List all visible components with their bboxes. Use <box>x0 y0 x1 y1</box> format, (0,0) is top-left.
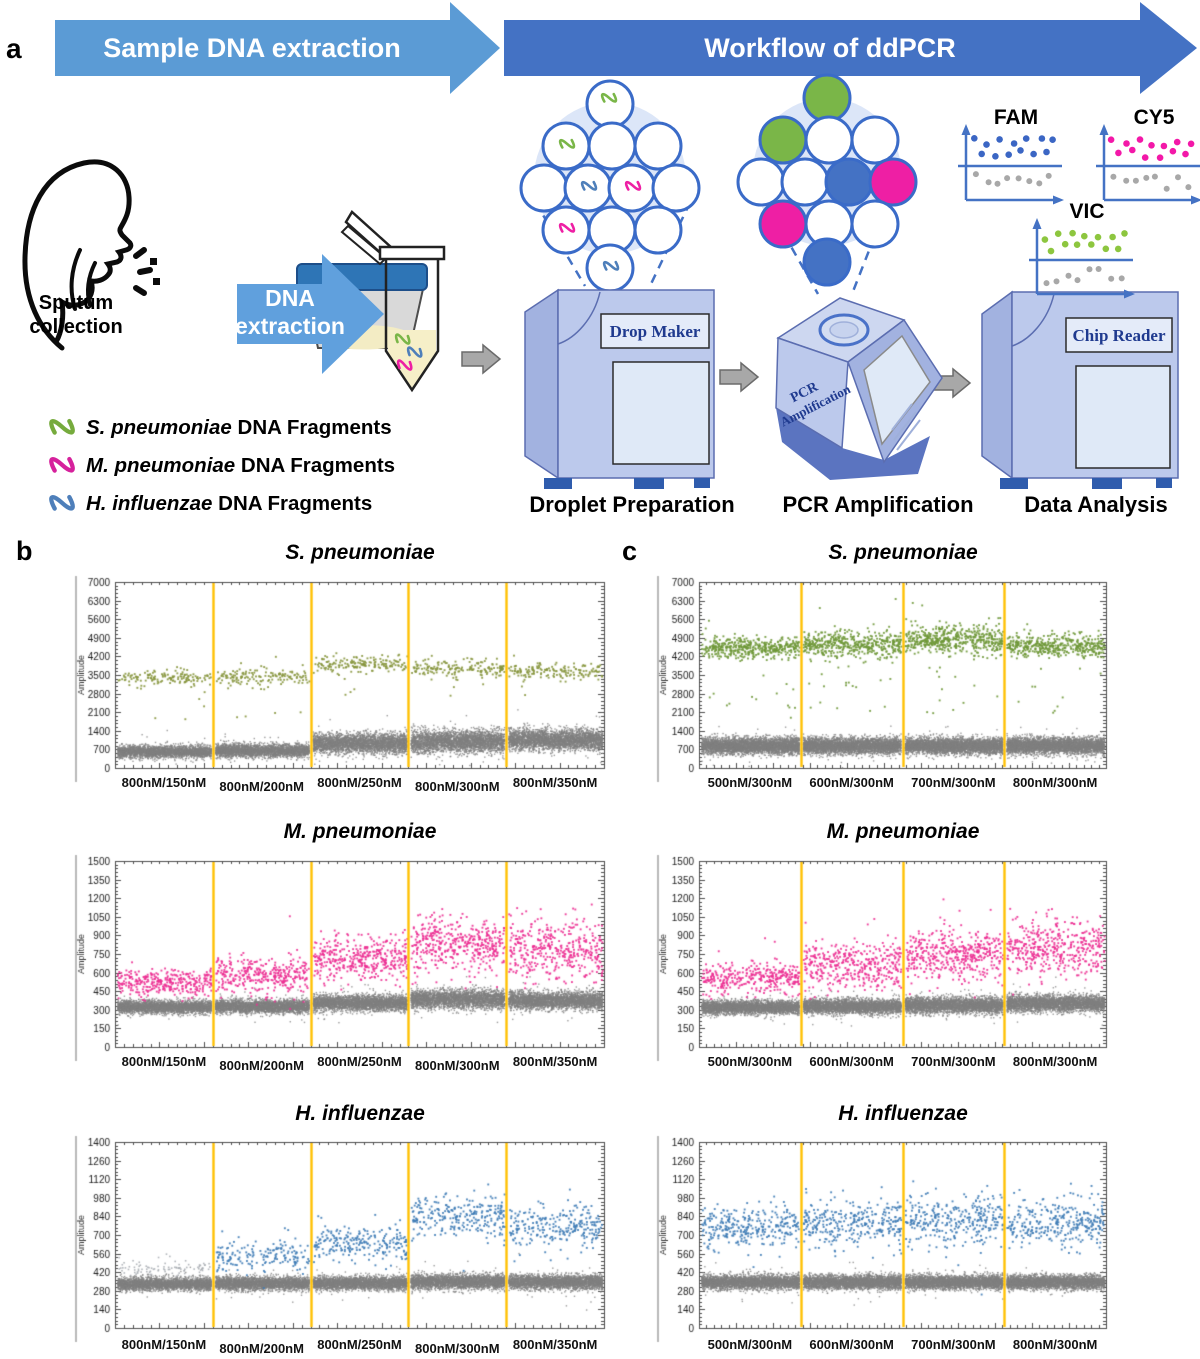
chart-title: H. influenzae <box>838 1102 968 1125</box>
dna-tube-icon <box>340 210 446 393</box>
x-segment-label: 700nM/300nM <box>911 775 996 790</box>
droplet-cluster-unamplified <box>519 79 701 293</box>
x-segment-label: 800nM/300nM <box>1012 1337 1098 1352</box>
tube-squiggle-blue <box>406 346 423 358</box>
x-axis-labels: 500nM/300nM 600nM/300nM 700nM/300nM 800n… <box>699 775 1106 797</box>
banner-workflow-label: Workflow of ddPCR <box>704 33 955 63</box>
svg-text:collection: collection <box>29 316 122 338</box>
x-segment-label: 600nM/300nM <box>809 1054 894 1069</box>
tube-squiggle-magenta <box>396 359 413 371</box>
stage-droplet-label: Droplet Preparation <box>529 492 734 517</box>
fam-label: FAM <box>994 106 1038 129</box>
stage-pcr-label: PCR Amplification <box>782 492 973 517</box>
scatter-plot-canvas <box>56 574 618 784</box>
coughing-head-icon <box>22 159 160 351</box>
fam-detector-plot: FAM <box>958 106 1064 205</box>
banner-sample-label: Sample DNA extraction <box>103 33 401 63</box>
x-axis-labels: 800nM/150nM 800nM/200nM 800nM/250nM 800n… <box>115 1054 604 1076</box>
x-segment-label: 800nM/300nM <box>1012 775 1098 790</box>
legend-squiggle-magenta <box>49 456 75 473</box>
panel-c-label: c <box>622 536 638 566</box>
x-segment-label: 800nM/300nM <box>415 779 500 794</box>
flow-arrow-2 <box>719 361 760 393</box>
chip-reader-machine: Chip Reader <box>981 290 1179 489</box>
panel-a-diagram: a Sample DNA extraction Workflow of ddPC… <box>6 2 1200 517</box>
droplet-cluster-amplified <box>736 73 918 295</box>
x-axis-labels: 500nM/300nM 600nM/300nM 700nM/300nM 800n… <box>699 1054 1106 1076</box>
x-segment-label: 800nM/150nM <box>121 1054 207 1069</box>
flow-arrow-1 <box>461 343 502 375</box>
x-segment-label: 800nM/200nM <box>219 779 304 794</box>
svg-text:S. pneumoniae DNA Fragments: S. pneumoniae DNA Fragments <box>86 416 392 439</box>
x-segment-label: 800nM/350nM <box>512 1054 598 1069</box>
x-segment-label: 800nM/250nM <box>317 1054 402 1069</box>
x-segment-label: 700nM/300nM <box>911 1337 996 1352</box>
cy5-label: CY5 <box>1134 106 1175 129</box>
x-segment-label: 800nM/150nM <box>121 1337 207 1352</box>
x-segment-label: 800nM/350nM <box>512 775 598 790</box>
legend-squiggle-green <box>49 418 75 435</box>
x-segment-label: 800nM/300nM <box>415 1341 500 1356</box>
scatter-plot-canvas <box>56 1134 618 1344</box>
chip-reader-label: Chip Reader <box>1072 326 1165 345</box>
x-segment-label: 600nM/300nM <box>809 775 894 790</box>
x-segment-label: 800nM/200nM <box>219 1058 304 1073</box>
x-segment-label: 500nM/300nM <box>707 775 793 790</box>
x-axis-labels: 800nM/150nM 800nM/200nM 800nM/250nM 800n… <box>115 1337 604 1359</box>
x-segment-label: 500nM/300nM <box>707 1337 793 1352</box>
panel-b-label: b <box>16 536 33 566</box>
sputum-collection-label: Sputum collection <box>29 292 122 338</box>
scatter-plot-canvas <box>640 1134 1200 1344</box>
svg-text:Sputum: Sputum <box>39 292 113 314</box>
banner-sample-arrow: Sample DNA extraction <box>55 2 500 94</box>
panel-a-label: a <box>6 33 22 64</box>
x-segment-label: 600nM/300nM <box>809 1337 894 1352</box>
dna-fragment-legend: S. pneumoniae DNA Fragments M. pneumonia… <box>49 416 395 515</box>
x-segment-label: 800nM/250nM <box>317 775 402 790</box>
cy5-detector-plot: CY5 <box>1096 106 1200 205</box>
x-segment-label: 800nM/350nM <box>512 1337 598 1352</box>
scatter-plot-canvas <box>56 853 618 1063</box>
chart-title: H. influenzae <box>295 1102 425 1125</box>
svg-text:M. pneumoniae DNA Fragments: M. pneumoniae DNA Fragments <box>86 454 395 477</box>
x-segment-label: 800nM/250nM <box>317 1337 402 1352</box>
x-axis-labels: 500nM/300nM 600nM/300nM 700nM/300nM 800n… <box>699 1337 1106 1359</box>
chart-title: M. pneumoniae <box>826 820 980 843</box>
dna-extraction-arrow: DNA extraction <box>235 254 384 374</box>
dna-extraction-label: DNA <box>265 285 315 311</box>
chart-title: S. pneumoniae <box>828 541 978 564</box>
svg-text:extraction: extraction <box>235 313 345 339</box>
x-segment-label: 500nM/300nM <box>707 1054 793 1069</box>
stage-data-label: Data Analysis <box>1024 492 1167 517</box>
x-segment-label: 800nM/150nM <box>121 775 207 790</box>
drop-maker-machine: Drop Maker <box>524 288 715 489</box>
pcr-machine: PCR Amplification <box>775 297 943 480</box>
banner-workflow-arrow: Workflow of ddPCR <box>504 2 1197 94</box>
chart-title: S. pneumoniae <box>285 541 435 564</box>
scatter-plot-canvas <box>640 574 1200 784</box>
scatter-plot-canvas <box>640 853 1200 1063</box>
tube-squiggle-green <box>394 333 411 345</box>
x-axis-labels: 800nM/150nM 800nM/200nM 800nM/250nM 800n… <box>115 775 604 797</box>
drop-maker-label: Drop Maker <box>610 322 701 341</box>
vic-detector-plot: VIC <box>1029 200 1135 299</box>
legend-squiggle-blue <box>49 494 75 511</box>
x-segment-label: 800nM/200nM <box>219 1341 304 1356</box>
vic-label: VIC <box>1069 200 1104 223</box>
x-segment-label: 700nM/300nM <box>911 1054 996 1069</box>
chart-title: M. pneumoniae <box>283 820 437 843</box>
x-segment-label: 800nM/300nM <box>1012 1054 1098 1069</box>
x-segment-label: 800nM/300nM <box>415 1058 500 1073</box>
svg-text:H. influenzae DNA Fragments: H. influenzae DNA Fragments <box>86 492 372 515</box>
